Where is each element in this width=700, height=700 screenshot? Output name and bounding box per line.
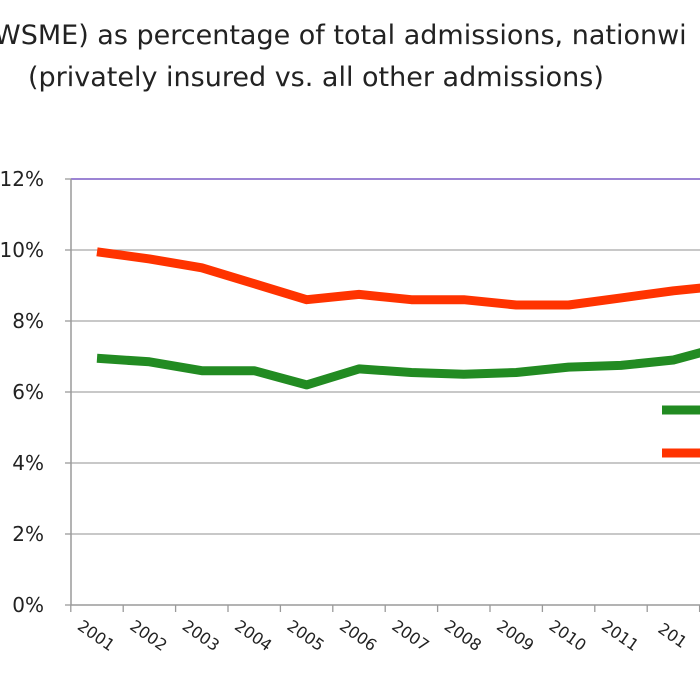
y-axis-ticks: 0% 2% 4% 6% 8% 10% 12% bbox=[0, 167, 71, 617]
x-tick-label: 2005 bbox=[284, 616, 328, 655]
x-tick-label: 2010 bbox=[546, 616, 590, 655]
y-tick-label: 8% bbox=[12, 309, 44, 333]
y-tick-label: 12% bbox=[0, 167, 44, 191]
x-axis-ticks: 2001 2002 2003 2004 2005 2006 2007 2008 2009 2010… bbox=[70, 605, 700, 655]
x-tick-label: 2007 bbox=[388, 616, 432, 655]
x-tick-label: 2008 bbox=[441, 616, 485, 655]
legend bbox=[662, 405, 700, 458]
x-tick-label: 2009 bbox=[493, 616, 537, 655]
series-line-orange bbox=[96, 247, 700, 310]
y-tick-label: 10% bbox=[0, 238, 44, 262]
series-line-green bbox=[96, 348, 700, 390]
y-tick-label: 4% bbox=[12, 451, 44, 475]
x-tick-label: 2004 bbox=[231, 616, 275, 655]
y-tick-label: 6% bbox=[12, 380, 44, 404]
chart-title-line-1: WSME) as percentage of total admissions,… bbox=[0, 20, 687, 51]
x-tick-label: 2011 bbox=[598, 616, 642, 655]
grid-lines bbox=[71, 178, 700, 535]
x-tick-label: 2006 bbox=[336, 616, 380, 655]
y-tick-label: 0% bbox=[12, 593, 44, 617]
chart-title-line-2: (privately insured vs. all other admissi… bbox=[28, 62, 604, 93]
x-tick-label: 2001 bbox=[74, 616, 118, 655]
x-tick-label: 2002 bbox=[126, 616, 170, 655]
x-tick-label: 2003 bbox=[179, 616, 223, 655]
x-tick-label: 201 bbox=[655, 619, 691, 652]
y-tick-label: 2% bbox=[12, 522, 44, 546]
data-series bbox=[96, 247, 700, 390]
